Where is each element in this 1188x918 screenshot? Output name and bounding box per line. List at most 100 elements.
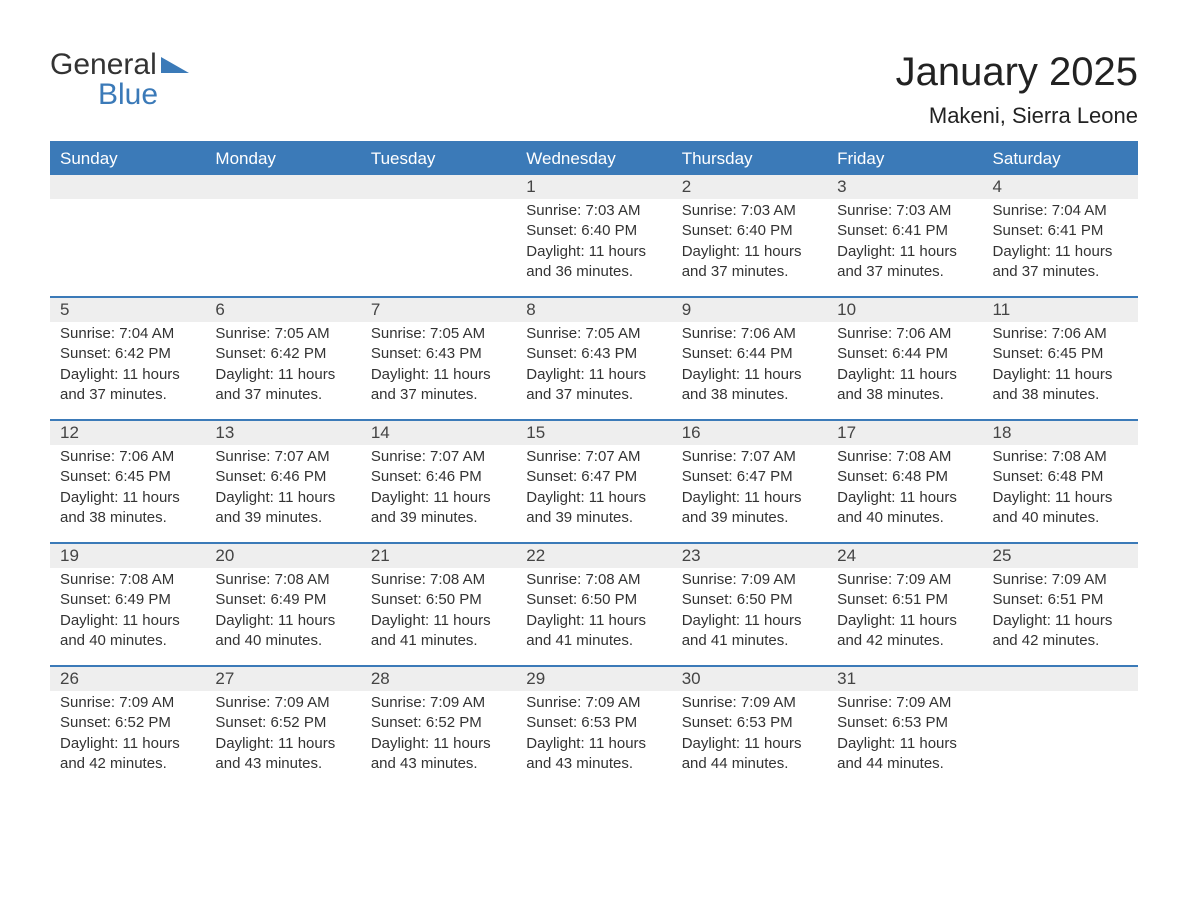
week-row: 19Sunrise: 7:08 AMSunset: 6:49 PMDayligh…	[50, 542, 1138, 665]
sunset-line: Sunset: 6:44 PM	[682, 344, 817, 364]
sunset-line: Sunset: 6:52 PM	[215, 713, 350, 733]
sunrise-line: Sunrise: 7:08 AM	[837, 447, 972, 467]
day-content: Sunrise: 7:08 AMSunset: 6:49 PMDaylight:…	[205, 568, 360, 651]
day-content: Sunrise: 7:09 AMSunset: 6:52 PMDaylight:…	[361, 691, 516, 774]
sunrise-line: Sunrise: 7:03 AM	[837, 201, 972, 221]
daylight-line: Daylight: 11 hours and 38 minutes.	[682, 365, 817, 406]
day-cell: 5Sunrise: 7:04 AMSunset: 6:42 PMDaylight…	[50, 298, 205, 419]
day-cell: 25Sunrise: 7:09 AMSunset: 6:51 PMDayligh…	[983, 544, 1138, 665]
location-label: Makeni, Sierra Leone	[896, 103, 1138, 129]
sunset-line: Sunset: 6:50 PM	[526, 590, 661, 610]
day-number: 6	[205, 298, 360, 322]
sunset-line: Sunset: 6:52 PM	[60, 713, 195, 733]
day-cell: 10Sunrise: 7:06 AMSunset: 6:44 PMDayligh…	[827, 298, 982, 419]
daylight-line: Daylight: 11 hours and 37 minutes.	[993, 242, 1128, 283]
day-cell: 4Sunrise: 7:04 AMSunset: 6:41 PMDaylight…	[983, 175, 1138, 296]
day-content: Sunrise: 7:05 AMSunset: 6:43 PMDaylight:…	[516, 322, 671, 405]
daylight-line: Daylight: 11 hours and 37 minutes.	[837, 242, 972, 283]
day-number: 15	[516, 421, 671, 445]
sunrise-line: Sunrise: 7:03 AM	[526, 201, 661, 221]
day-number: 22	[516, 544, 671, 568]
sunrise-line: Sunrise: 7:09 AM	[837, 693, 972, 713]
sunrise-line: Sunrise: 7:05 AM	[215, 324, 350, 344]
daylight-line: Daylight: 11 hours and 38 minutes.	[60, 488, 195, 529]
sunrise-line: Sunrise: 7:08 AM	[526, 570, 661, 590]
day-cell: 1Sunrise: 7:03 AMSunset: 6:40 PMDaylight…	[516, 175, 671, 296]
day-number	[205, 175, 360, 199]
day-number: 25	[983, 544, 1138, 568]
logo: General Blue	[50, 50, 189, 110]
day-cell: 19Sunrise: 7:08 AMSunset: 6:49 PMDayligh…	[50, 544, 205, 665]
day-content: Sunrise: 7:09 AMSunset: 6:51 PMDaylight:…	[827, 568, 982, 651]
sunrise-line: Sunrise: 7:09 AM	[526, 693, 661, 713]
sunset-line: Sunset: 6:44 PM	[837, 344, 972, 364]
day-content: Sunrise: 7:06 AMSunset: 6:45 PMDaylight:…	[50, 445, 205, 528]
day-cell: 23Sunrise: 7:09 AMSunset: 6:50 PMDayligh…	[672, 544, 827, 665]
sunrise-line: Sunrise: 7:06 AM	[60, 447, 195, 467]
day-number: 29	[516, 667, 671, 691]
week-row: 5Sunrise: 7:04 AMSunset: 6:42 PMDaylight…	[50, 296, 1138, 419]
sunrise-line: Sunrise: 7:07 AM	[682, 447, 817, 467]
weeks-container: 1Sunrise: 7:03 AMSunset: 6:40 PMDaylight…	[50, 175, 1138, 788]
day-cell: 11Sunrise: 7:06 AMSunset: 6:45 PMDayligh…	[983, 298, 1138, 419]
sunrise-line: Sunrise: 7:09 AM	[837, 570, 972, 590]
daylight-line: Daylight: 11 hours and 38 minutes.	[837, 365, 972, 406]
sunrise-line: Sunrise: 7:07 AM	[526, 447, 661, 467]
day-number	[361, 175, 516, 199]
day-number: 27	[205, 667, 360, 691]
day-content: Sunrise: 7:04 AMSunset: 6:42 PMDaylight:…	[50, 322, 205, 405]
day-cell: 9Sunrise: 7:06 AMSunset: 6:44 PMDaylight…	[672, 298, 827, 419]
sunset-line: Sunset: 6:50 PM	[682, 590, 817, 610]
sunset-line: Sunset: 6:48 PM	[837, 467, 972, 487]
daylight-line: Daylight: 11 hours and 37 minutes.	[215, 365, 350, 406]
daylight-line: Daylight: 11 hours and 41 minutes.	[682, 611, 817, 652]
day-number: 13	[205, 421, 360, 445]
day-content: Sunrise: 7:09 AMSunset: 6:51 PMDaylight:…	[983, 568, 1138, 651]
dow-cell: Monday	[205, 143, 360, 175]
header: General Blue January 2025 Makeni, Sierra…	[50, 50, 1138, 129]
sunset-line: Sunset: 6:47 PM	[526, 467, 661, 487]
day-number: 5	[50, 298, 205, 322]
dow-cell: Wednesday	[516, 143, 671, 175]
day-number: 4	[983, 175, 1138, 199]
sunset-line: Sunset: 6:40 PM	[526, 221, 661, 241]
day-number: 16	[672, 421, 827, 445]
day-content: Sunrise: 7:05 AMSunset: 6:42 PMDaylight:…	[205, 322, 360, 405]
day-content: Sunrise: 7:08 AMSunset: 6:50 PMDaylight:…	[516, 568, 671, 651]
day-content: Sunrise: 7:07 AMSunset: 6:47 PMDaylight:…	[516, 445, 671, 528]
day-content: Sunrise: 7:09 AMSunset: 6:52 PMDaylight:…	[205, 691, 360, 774]
day-number: 30	[672, 667, 827, 691]
logo-text-2: Blue	[98, 80, 189, 110]
day-number: 11	[983, 298, 1138, 322]
day-of-week-header: SundayMondayTuesdayWednesdayThursdayFrid…	[50, 143, 1138, 175]
daylight-line: Daylight: 11 hours and 40 minutes.	[215, 611, 350, 652]
day-content: Sunrise: 7:03 AMSunset: 6:40 PMDaylight:…	[672, 199, 827, 282]
daylight-line: Daylight: 11 hours and 37 minutes.	[682, 242, 817, 283]
sunset-line: Sunset: 6:43 PM	[371, 344, 506, 364]
sunrise-line: Sunrise: 7:08 AM	[215, 570, 350, 590]
day-content: Sunrise: 7:09 AMSunset: 6:52 PMDaylight:…	[50, 691, 205, 774]
daylight-line: Daylight: 11 hours and 41 minutes.	[371, 611, 506, 652]
sunrise-line: Sunrise: 7:04 AM	[60, 324, 195, 344]
day-cell: 18Sunrise: 7:08 AMSunset: 6:48 PMDayligh…	[983, 421, 1138, 542]
sunset-line: Sunset: 6:46 PM	[371, 467, 506, 487]
page-title: January 2025	[896, 50, 1138, 95]
day-number: 23	[672, 544, 827, 568]
day-number: 3	[827, 175, 982, 199]
sunset-line: Sunset: 6:41 PM	[837, 221, 972, 241]
day-cell: 30Sunrise: 7:09 AMSunset: 6:53 PMDayligh…	[672, 667, 827, 788]
day-number: 19	[50, 544, 205, 568]
sunrise-line: Sunrise: 7:05 AM	[526, 324, 661, 344]
sunset-line: Sunset: 6:49 PM	[215, 590, 350, 610]
day-cell: 2Sunrise: 7:03 AMSunset: 6:40 PMDaylight…	[672, 175, 827, 296]
day-cell: 6Sunrise: 7:05 AMSunset: 6:42 PMDaylight…	[205, 298, 360, 419]
day-cell: 17Sunrise: 7:08 AMSunset: 6:48 PMDayligh…	[827, 421, 982, 542]
daylight-line: Daylight: 11 hours and 42 minutes.	[837, 611, 972, 652]
day-cell: 24Sunrise: 7:09 AMSunset: 6:51 PMDayligh…	[827, 544, 982, 665]
day-content: Sunrise: 7:06 AMSunset: 6:44 PMDaylight:…	[827, 322, 982, 405]
day-number: 28	[361, 667, 516, 691]
daylight-line: Daylight: 11 hours and 42 minutes.	[993, 611, 1128, 652]
day-number: 10	[827, 298, 982, 322]
day-cell	[205, 175, 360, 296]
sunset-line: Sunset: 6:45 PM	[60, 467, 195, 487]
